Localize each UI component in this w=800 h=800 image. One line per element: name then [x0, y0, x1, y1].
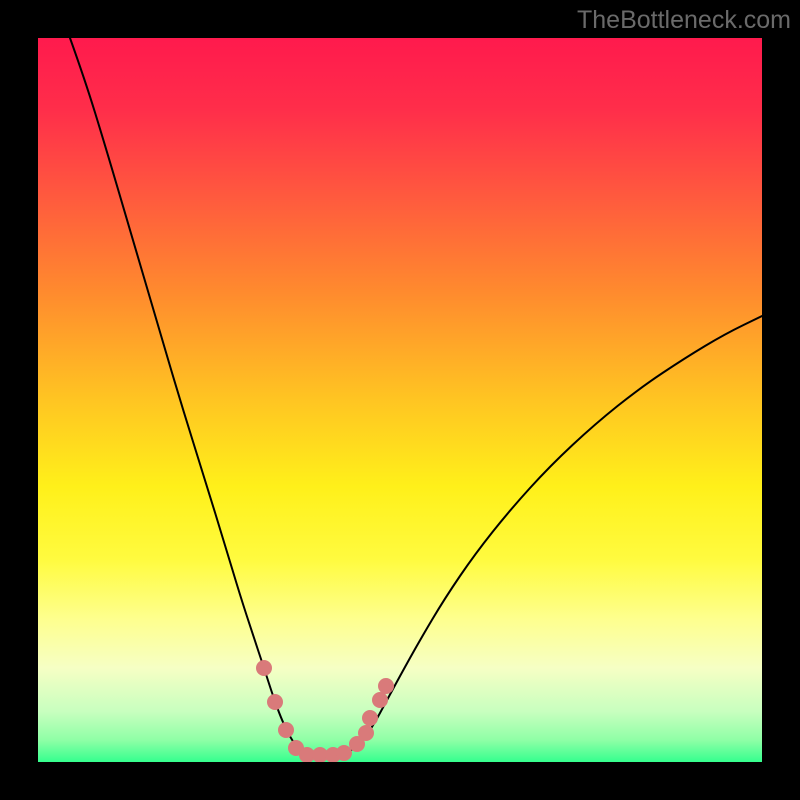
- curve-marker-group: [256, 660, 394, 762]
- curve-marker: [278, 722, 294, 738]
- curve-marker: [362, 710, 378, 726]
- curve-marker: [372, 692, 388, 708]
- curve-marker: [336, 745, 352, 761]
- curve-marker: [358, 725, 374, 741]
- bottleneck-curve: [70, 38, 762, 755]
- chart-stage: TheBottleneck.com: [0, 0, 800, 800]
- chart-overlay: [38, 38, 762, 762]
- plot-area: [38, 38, 762, 762]
- curve-marker: [256, 660, 272, 676]
- curve-marker: [378, 678, 394, 694]
- watermark-text: TheBottleneck.com: [577, 6, 791, 35]
- curve-marker: [267, 694, 283, 710]
